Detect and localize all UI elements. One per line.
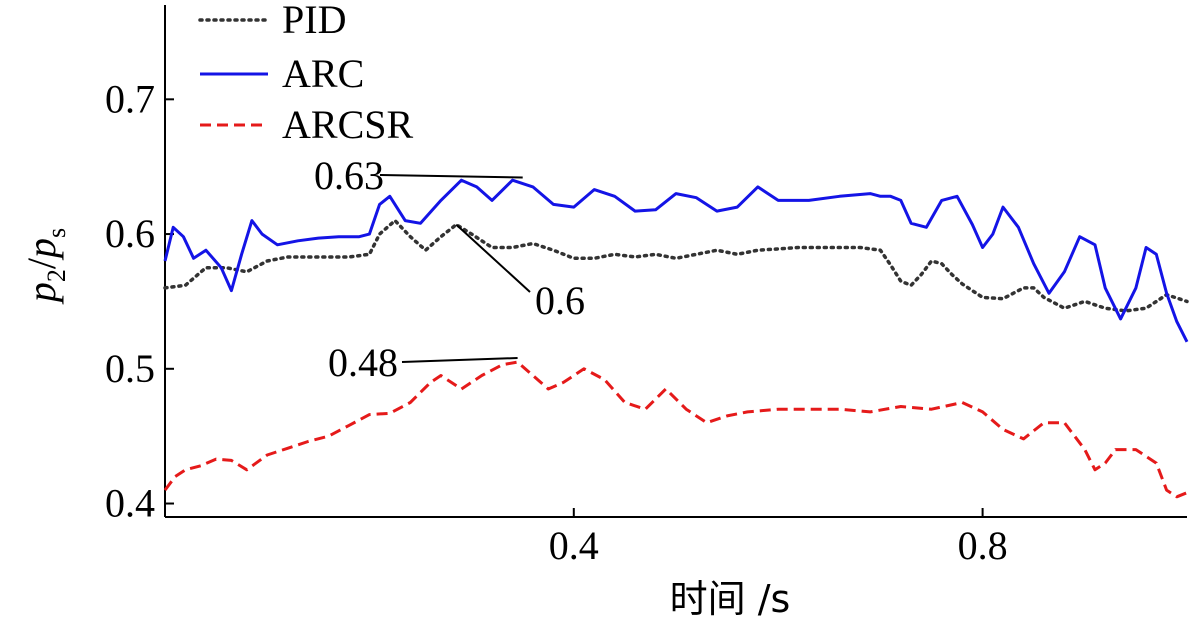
annotation-leader-line (379, 174, 523, 179)
y-tick-label: 0.7 (105, 76, 155, 121)
y-label-p1: p (19, 282, 64, 305)
annotation-layer: 0.63 0.6 0.48 (314, 153, 585, 385)
y-tick-label: 0.5 (105, 346, 155, 391)
legend: PID ARC ARCSR (198, 0, 413, 147)
y-axis-label: p2/ps (19, 228, 71, 305)
y-label-p2: p (19, 238, 64, 261)
legend-label-arcsr: ARCSR (282, 102, 413, 147)
annotation-label: 0.6 (535, 278, 585, 323)
legend-label-pid: PID (282, 0, 346, 42)
y-tick-label: 0.4 (105, 481, 155, 526)
x-axis-label: 时间 /s (670, 577, 791, 621)
y-ticks: 0.4 0.5 0.6 0.7 (105, 76, 174, 526)
series-line-arcsr (163, 360, 1188, 499)
annotation-label: 0.48 (328, 340, 398, 385)
x-ticks: 0.4 0.8 (549, 508, 1008, 568)
plot-area: 0.4 0.5 0.6 0.7 0.4 0.8 0.63 0.6 0.48 (105, 5, 1189, 568)
y-label-sub2: s (42, 228, 71, 238)
y-label-slash: / (19, 257, 64, 269)
x-tick-label: 0.8 (958, 523, 1008, 568)
annotation-leader-line (401, 357, 518, 363)
y-tick-label: 0.6 (105, 211, 155, 256)
annotation-leader-line (455, 223, 531, 293)
legend-label-arc: ARC (282, 51, 364, 96)
annotation-label: 0.63 (314, 153, 384, 198)
series-layer (163, 178, 1189, 499)
series-line-pid (163, 218, 1189, 313)
x-tick-label: 0.4 (549, 523, 599, 568)
series-line-arc (163, 178, 1189, 343)
y-axis-label-text: p2/ps (19, 228, 71, 305)
y-label-sub1: 2 (42, 269, 71, 282)
